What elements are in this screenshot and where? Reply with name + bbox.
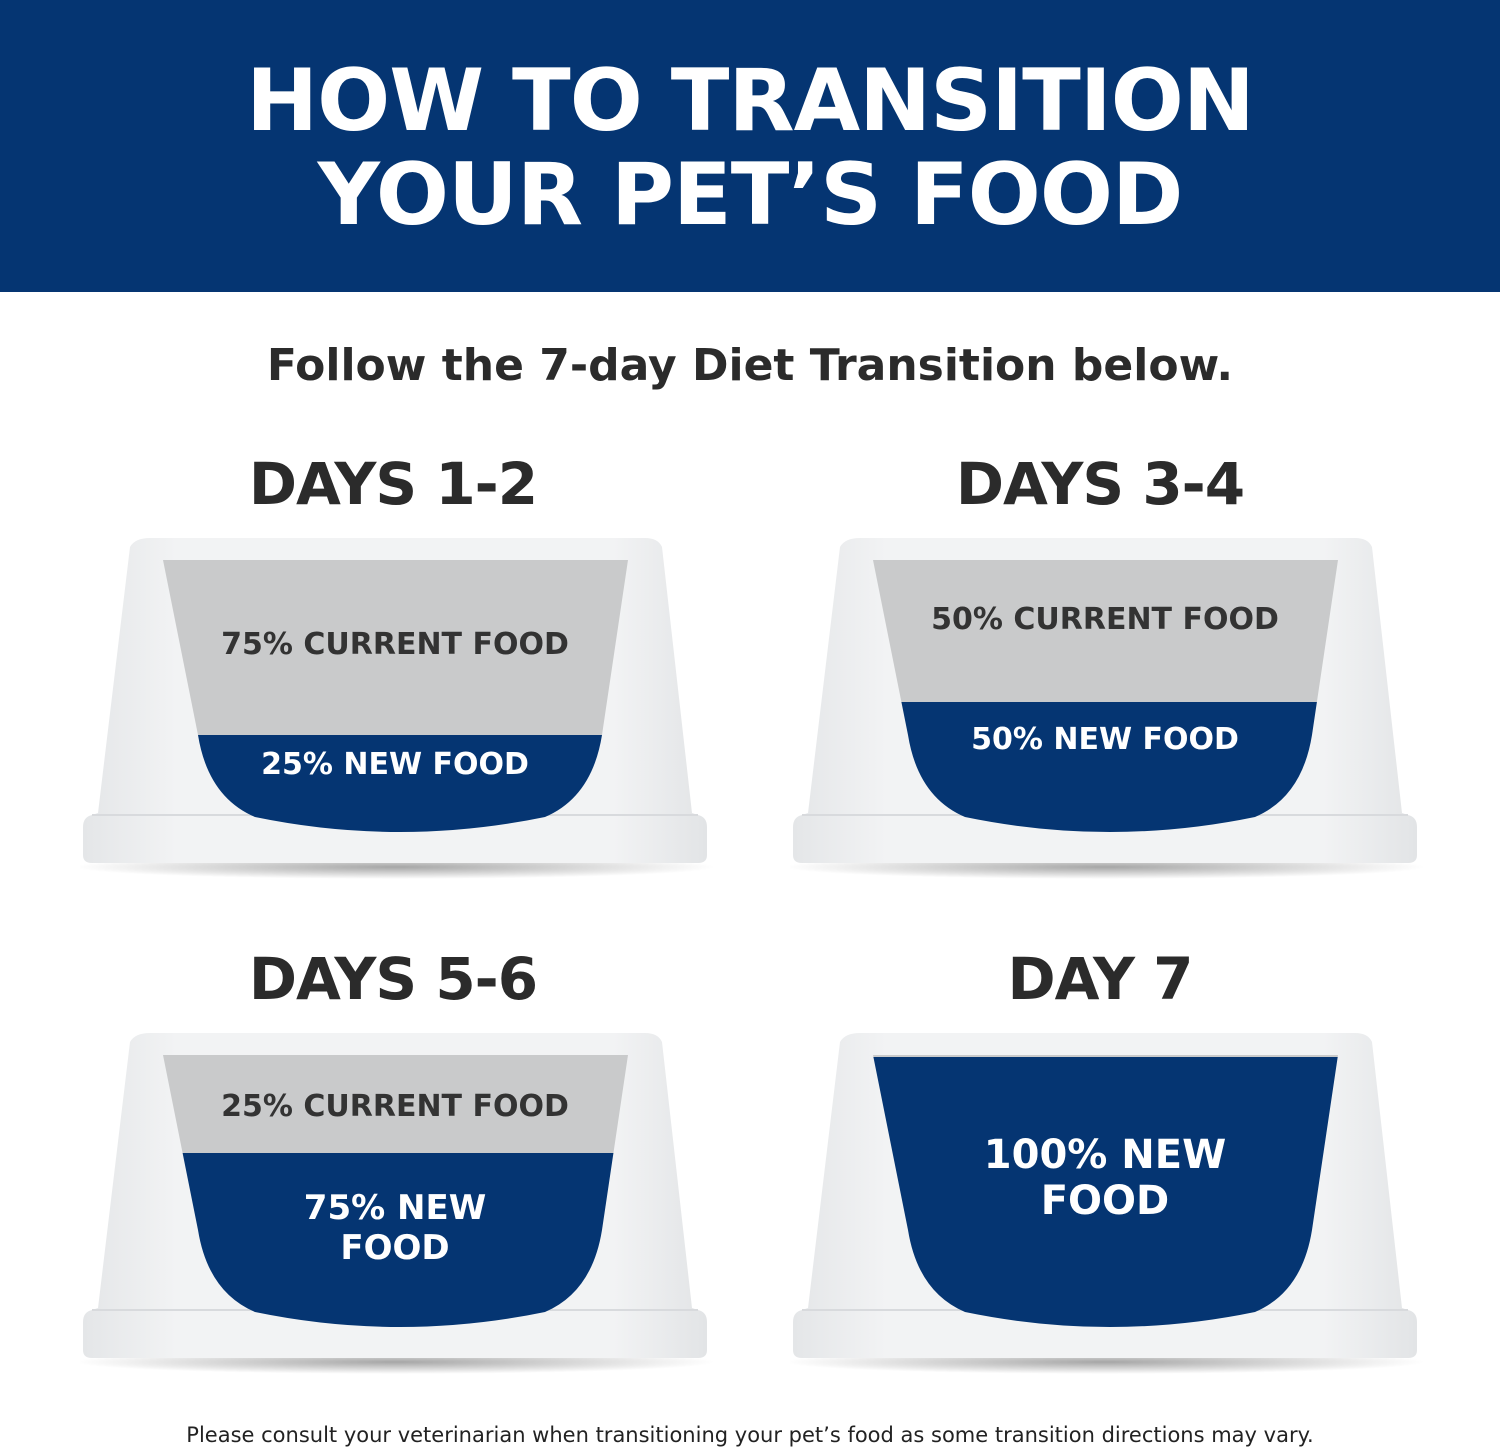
bowl-day-7: 100% NEW FOOD [790,1030,1430,1380]
new-food-label: 75% NEW FOOD [303,1188,487,1268]
bowl-graphic [790,538,1425,879]
new-food-label: 100% NEW FOOD [983,1132,1227,1224]
bowl-graphic [790,1033,1425,1374]
current-food-fill [163,1055,628,1153]
disclaimer: Please consult your veterinarian when tr… [186,1423,1314,1447]
stage-heading-1: DAYS 1-2 [248,450,538,518]
bowl-days-3-4: 50% CURRENT FOOD 50% NEW FOOD [790,535,1430,885]
current-food-fill [163,560,628,735]
title-line-2: YOUR PET’S FOOD [317,145,1184,245]
new-food-fill [163,1153,628,1327]
current-food-label: 25% CURRENT FOOD [221,1089,569,1124]
current-food-label: 75% CURRENT FOOD [221,627,569,662]
subtitle: Follow the 7-day Diet Transition below. [266,340,1234,391]
current-food-label: 50% CURRENT FOOD [931,602,1279,637]
new-food-fill [873,1057,1338,1327]
new-food-label: 50% NEW FOOD [971,722,1239,757]
stage-heading-2: DAYS 3-4 [955,450,1245,518]
bowl-graphic [80,538,715,879]
bowl-graphic [80,1033,715,1374]
stage-heading-4: DAY 7 [1007,945,1193,1013]
current-food-fill [873,1055,1338,1057]
title-line-1: HOW TO TRANSITION [246,51,1255,151]
bowl-days-5-6: 25% CURRENT FOOD 75% NEW FOOD [80,1030,720,1380]
new-food-label: 25% NEW FOOD [261,747,529,782]
header-banner: HOW TO TRANSITION YOUR PET’S FOOD [0,0,1500,292]
bowl-days-1-2: 75% CURRENT FOOD 25% NEW FOOD [80,535,720,885]
current-food-fill [873,560,1338,702]
stage-heading-3: DAYS 5-6 [248,945,538,1013]
